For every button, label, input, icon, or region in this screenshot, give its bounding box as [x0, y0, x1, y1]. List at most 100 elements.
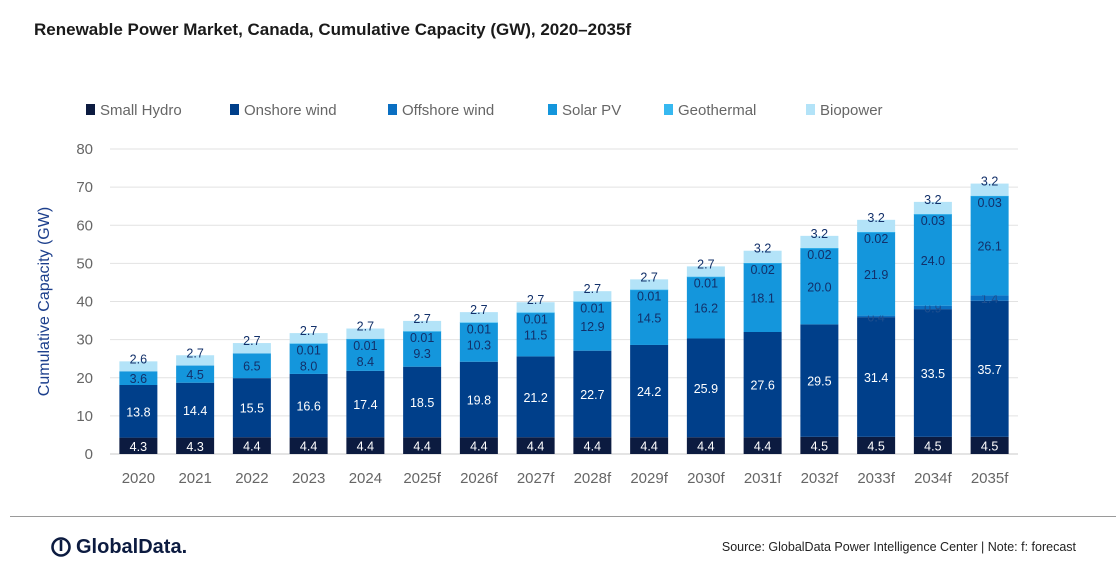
data-label: 18.1: [750, 291, 774, 305]
bar-segment: [970, 436, 1009, 454]
data-label: 0.01: [523, 313, 547, 327]
bar-segment: [686, 276, 725, 278]
bar-segment: [743, 262, 782, 332]
y-tick-label: 30: [76, 332, 93, 349]
bar-segment: [403, 366, 442, 438]
data-label: 2.7: [584, 282, 601, 296]
data-label: 21.2: [523, 391, 547, 405]
data-label: 0.01: [467, 322, 491, 336]
bar-segment: [289, 333, 328, 344]
bar-segment: [176, 355, 215, 366]
bar-segment: [800, 248, 839, 325]
bar-segment: [913, 214, 952, 215]
data-label: 0.01: [694, 277, 718, 291]
bar-segment: [516, 302, 555, 313]
data-label: 14.5: [637, 311, 661, 325]
x-tick-label: 2022: [235, 470, 268, 487]
y-tick-label: 80: [76, 141, 93, 158]
legend-label: Small Hydro: [100, 102, 182, 119]
bar-segment: [459, 322, 498, 362]
legend-swatch-solar-pv: [548, 104, 557, 115]
bar-segment: [346, 338, 385, 371]
bar-segment: [970, 195, 1009, 197]
bar-segment: [970, 300, 1009, 437]
data-label: 2.7: [697, 257, 714, 271]
legend-swatch-onshore-wind: [230, 104, 239, 115]
data-label: 0.03: [977, 196, 1001, 210]
x-tick-label: 2023: [292, 470, 325, 487]
bar-segment: [913, 436, 952, 454]
bar-segment: [232, 353, 271, 379]
data-label: 4.5: [867, 439, 884, 453]
legend-label: Offshore wind: [402, 102, 494, 119]
bar-segment: [913, 201, 952, 215]
bar-segment: [857, 436, 896, 454]
legend-label: Geothermal: [678, 102, 756, 119]
data-label: 4.4: [243, 440, 260, 454]
data-label: 2.6: [130, 352, 147, 366]
bar-segment: [743, 437, 782, 454]
data-label: 4.4: [357, 440, 374, 454]
bar-segment: [686, 437, 725, 454]
y-tick-label: 10: [76, 408, 93, 425]
bar-segment: [459, 437, 498, 454]
data-label: 20.0: [807, 280, 831, 294]
data-label: 4.4: [527, 440, 544, 454]
bar-segment: [630, 344, 669, 438]
source-note: Source: GlobalData Power Intelligence Ce…: [721, 540, 1076, 554]
chart-title: Renewable Power Market, Canada, Cumulati…: [34, 20, 632, 39]
legend-swatch-biopower: [806, 104, 815, 115]
bar-segment: [176, 365, 215, 383]
data-label: 4.5: [186, 368, 203, 382]
y-tick-label: 60: [76, 217, 93, 234]
bar-segment: [970, 295, 1009, 301]
y-tick-label: 20: [76, 370, 93, 387]
data-label: 35.7: [977, 363, 1001, 377]
bar-segment: [403, 320, 442, 332]
bar-segment: [176, 382, 215, 438]
bar-segment: [459, 361, 498, 438]
x-tick-label: 2031f: [744, 470, 782, 487]
bar-segment: [630, 437, 669, 454]
bar-segment: [573, 301, 612, 303]
x-tick-label: 2028f: [574, 470, 612, 487]
data-label: 33.5: [921, 367, 945, 381]
bar-segment: [970, 183, 1009, 196]
bar-segment: [232, 378, 271, 438]
legend-label: Solar PV: [562, 102, 621, 119]
data-label: 0.02: [807, 248, 831, 262]
data-label: 9.3: [413, 347, 430, 361]
x-tick-label: 2021: [178, 470, 211, 487]
data-label: 4.3: [130, 440, 147, 454]
y-tick-label: 0: [85, 446, 93, 463]
data-label: 4.4: [697, 440, 714, 454]
stacked-bar-chart: 0 10 20 30 40 50 60 70 80 Cumulative Capacity (GW…: [36, 102, 1018, 487]
data-label: 25.9: [694, 382, 718, 396]
data-label: 26.1: [977, 240, 1001, 254]
bar-segment: [119, 384, 158, 438]
data-label: 2.7: [640, 270, 657, 284]
x-tick-label: 2025f: [403, 470, 441, 487]
bar-segment: [516, 312, 555, 314]
bar-segment: [459, 312, 498, 323]
y-axis-label: Cumulative Capacity (GW): [36, 207, 53, 396]
data-label: 2.7: [300, 324, 317, 338]
bar-segment: [857, 219, 896, 233]
bar-segment: [573, 350, 612, 438]
x-tick-label: 2034f: [914, 470, 952, 487]
data-label: 4.4: [413, 440, 430, 454]
data-label: 2.7: [413, 312, 430, 326]
data-label: 4.5: [924, 439, 941, 453]
data-label: 4.4: [584, 440, 601, 454]
data-label: 31.4: [864, 371, 888, 385]
data-label: 0.01: [353, 339, 377, 353]
x-tick-label: 2035f: [971, 470, 1009, 487]
x-tick-label: 2026f: [460, 470, 498, 487]
data-label: 17.4: [353, 398, 377, 412]
bar-segment: [346, 370, 385, 438]
data-label: 3.6: [130, 372, 147, 386]
bar-segment: [857, 315, 896, 318]
bar-segment: [346, 437, 385, 454]
bar-segment: [630, 289, 669, 345]
data-label: 21.9: [864, 268, 888, 282]
